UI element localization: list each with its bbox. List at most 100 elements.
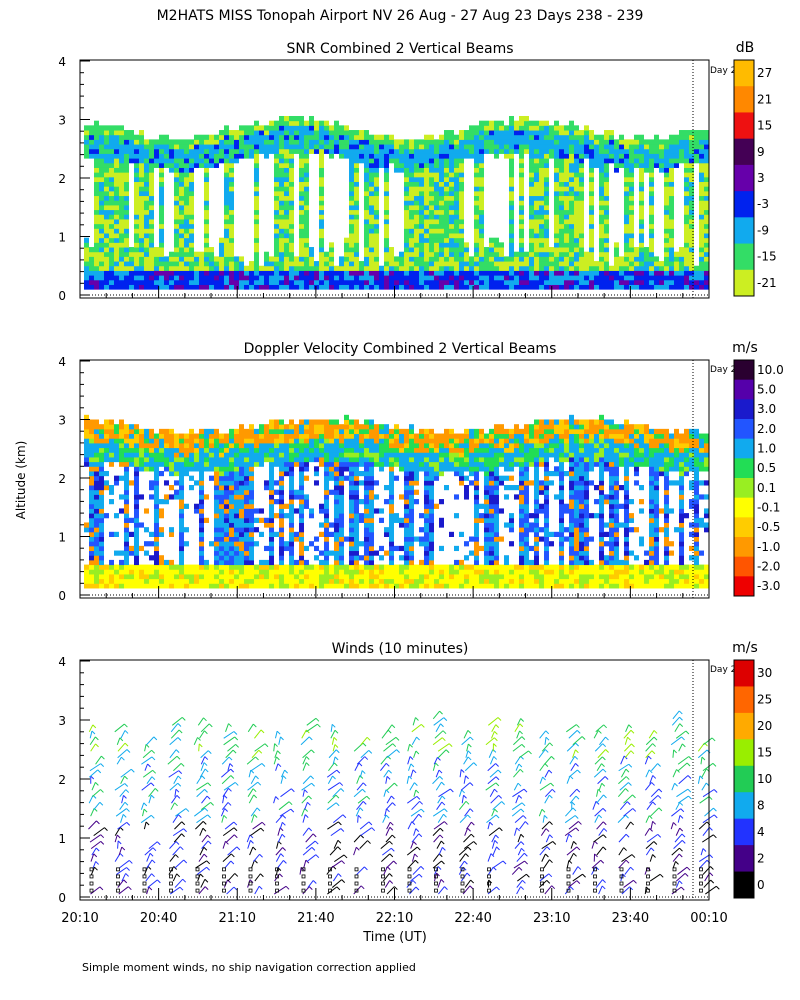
doppler-cell <box>154 438 159 444</box>
snr-cell <box>149 284 154 290</box>
doppler-cell <box>94 461 99 467</box>
doppler-cell <box>384 499 389 505</box>
snr-cell <box>389 265 394 271</box>
snr-cell <box>519 261 524 267</box>
snr-cell <box>579 279 584 285</box>
snr-cell <box>454 261 459 267</box>
snr-cell <box>254 237 259 243</box>
snr-cell <box>324 251 329 257</box>
snr-cell <box>134 162 139 168</box>
snr-cell <box>349 139 354 145</box>
snr-cell <box>369 200 374 206</box>
snr-cell <box>574 172 579 178</box>
doppler-cell <box>99 513 104 519</box>
snr-cell <box>104 209 109 215</box>
snr-cell <box>439 186 444 192</box>
snr-cell <box>419 232 424 239</box>
snr-cell <box>369 214 374 220</box>
snr-cell <box>699 237 704 243</box>
snr-cell <box>284 251 289 257</box>
snr-cell <box>674 251 679 257</box>
snr-cell <box>409 162 414 168</box>
snr-cell <box>214 279 219 285</box>
snr-cell <box>449 158 454 164</box>
snr-cell <box>299 214 304 220</box>
snr-cell <box>149 176 154 183</box>
snr-cell <box>329 265 334 271</box>
snr-cell <box>434 242 439 248</box>
snr-cell <box>219 153 224 159</box>
snr-cell <box>274 242 279 248</box>
doppler-cell <box>329 424 334 430</box>
snr-cell <box>189 186 194 192</box>
snr-cell <box>224 214 229 220</box>
doppler-cell <box>269 522 274 528</box>
snr-cell <box>669 237 674 243</box>
snr-cell <box>109 195 114 201</box>
doppler-cell <box>349 419 354 425</box>
snr-cell <box>254 139 259 145</box>
snr-cell <box>394 158 399 164</box>
snr-cell <box>419 223 424 229</box>
doppler-cell <box>99 461 104 467</box>
doppler-cell <box>154 503 159 509</box>
snr-cell <box>474 153 479 159</box>
snr-cell <box>454 265 459 271</box>
snr-cell <box>614 270 619 276</box>
snr-cell <box>279 270 284 276</box>
doppler-cell <box>249 489 254 495</box>
snr-cell <box>484 275 489 281</box>
doppler-cell <box>124 424 129 430</box>
snr-cell <box>479 167 484 173</box>
doppler-cell <box>104 442 109 449</box>
snr-cell <box>564 275 569 281</box>
doppler-cell <box>199 517 204 523</box>
snr-cell <box>264 125 269 131</box>
doppler-cell <box>329 578 334 584</box>
snr-cell <box>369 251 374 257</box>
snr-cell <box>129 144 134 150</box>
snr-cell <box>384 181 389 187</box>
doppler-cell <box>334 522 339 528</box>
doppler-cell <box>324 433 329 439</box>
snr-cell <box>554 256 559 262</box>
snr-cell <box>419 195 424 201</box>
doppler-cell <box>349 475 354 481</box>
doppler-cell <box>184 433 189 439</box>
doppler-cell <box>379 438 384 444</box>
doppler-cell <box>224 513 229 519</box>
doppler-cell <box>244 438 249 444</box>
doppler-cell <box>239 569 244 575</box>
doppler-cell <box>104 564 109 570</box>
snr-cell <box>559 237 564 243</box>
snr-cell <box>289 261 294 267</box>
snr-cell <box>274 247 279 253</box>
snr-cell <box>684 256 689 262</box>
doppler-cell <box>129 461 134 467</box>
doppler-cell <box>184 578 189 584</box>
snr-cell <box>534 251 539 257</box>
doppler-cell <box>374 442 379 449</box>
snr-cell <box>229 270 234 276</box>
doppler-cell <box>189 456 194 463</box>
doppler-cell <box>124 461 129 467</box>
doppler-cell <box>164 578 169 584</box>
snr-cell <box>119 247 124 253</box>
snr-cell <box>254 148 259 154</box>
snr-cell <box>474 209 479 215</box>
snr-cell <box>99 176 104 183</box>
doppler-cell <box>89 485 94 491</box>
snr-cell <box>409 144 414 150</box>
snr-cell <box>644 158 649 164</box>
doppler-cell <box>364 480 369 486</box>
snr-cell <box>119 144 124 150</box>
snr-cell <box>529 148 534 154</box>
doppler-cell <box>254 447 259 453</box>
snr-cell <box>639 209 644 215</box>
doppler-cell <box>234 550 239 556</box>
snr-cell <box>249 134 254 140</box>
snr-cell <box>579 190 584 197</box>
snr-cell <box>309 284 314 290</box>
snr-cell <box>174 167 179 173</box>
snr-cell <box>679 247 684 253</box>
